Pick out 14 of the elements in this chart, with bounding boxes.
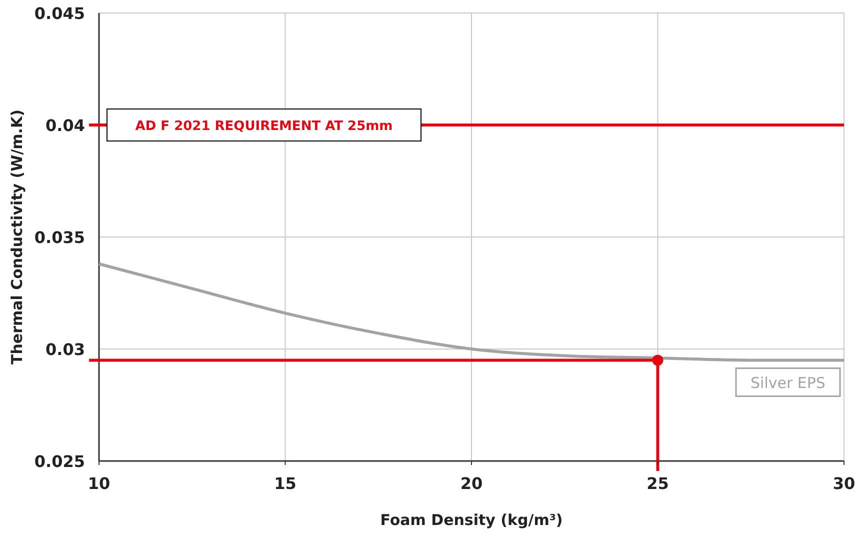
x-tick-label: 30	[832, 474, 855, 493]
series-label: Silver EPS	[750, 374, 826, 392]
x-tick-label: 20	[460, 474, 483, 493]
x-axis-title: Foam Density (kg/m³)	[380, 511, 563, 529]
y-tick-label: 0.025	[34, 452, 85, 471]
y-tick-label: 0.03	[46, 340, 85, 359]
y-tick-label: 0.035	[34, 228, 85, 247]
y-tick-label: 0.045	[34, 4, 85, 23]
ref-line-label: AD F 2021 REQUIREMENT AT 25mm	[135, 119, 393, 134]
x-tick-label: 15	[274, 474, 296, 493]
y-tick-label: 0.04	[46, 116, 85, 135]
x-tick-label: 25	[646, 474, 669, 493]
x-tick-label: 10	[88, 474, 110, 493]
y-axis-title: Thermal Conductivity (W/m.K)	[8, 110, 26, 364]
